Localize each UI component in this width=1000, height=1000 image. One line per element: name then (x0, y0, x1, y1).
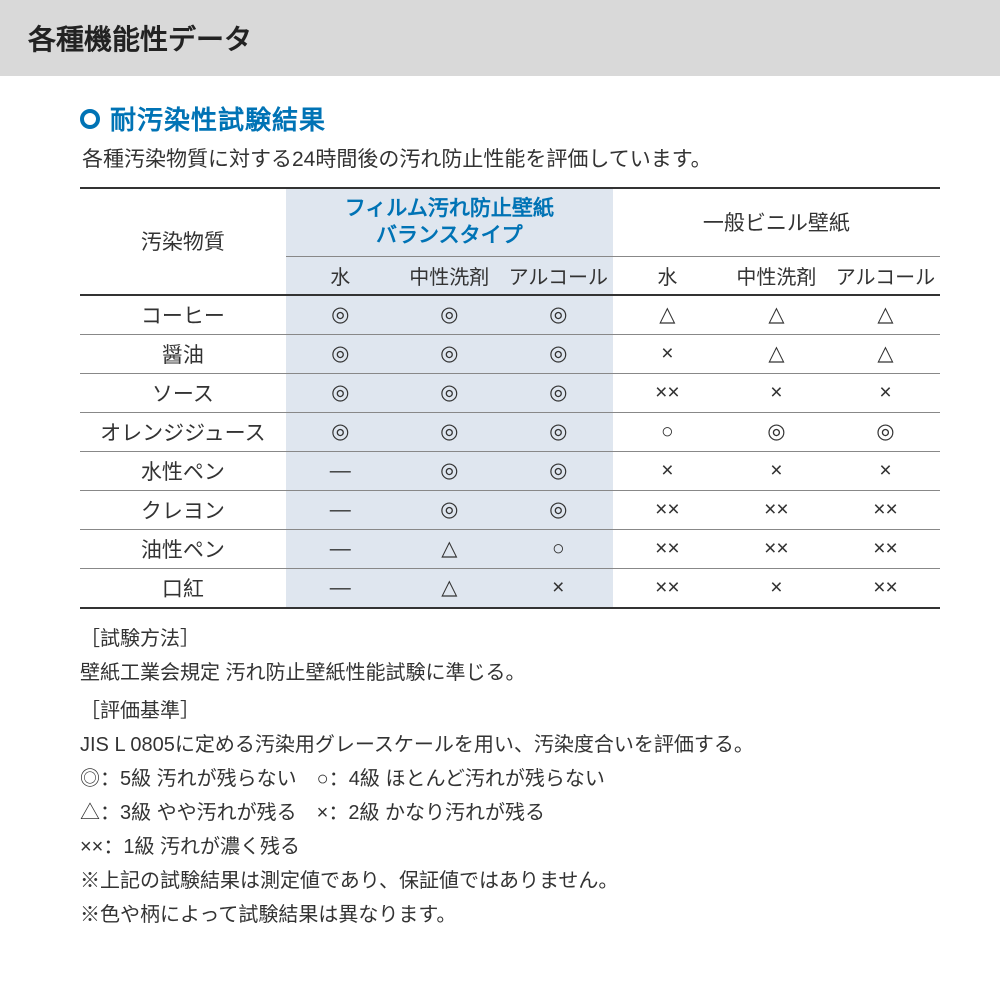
section-subtitle: 耐汚染性試験結果 (80, 100, 940, 137)
table-cell: ◎ (504, 412, 613, 451)
notes-method-text: 壁紙工業会規定 汚れ防止壁紙性能試験に準じる。 (80, 657, 940, 689)
table-row: ソース◎◎◎×××× (80, 373, 940, 412)
circle-bullet-icon (80, 109, 100, 129)
table-cell: △ (722, 295, 831, 335)
header-bar: 各種機能性データ (0, 0, 1000, 76)
table-cell: △ (722, 334, 831, 373)
table-cell: ○ (504, 529, 613, 568)
section-lead: 各種汚染物質に対する24時間後の汚れ防止性能を評価しています。 (82, 143, 940, 173)
page-title: 各種機能性データ (28, 18, 980, 58)
table-subcol: 中性洗剤 (722, 256, 831, 295)
table-cell: ◎ (504, 373, 613, 412)
table-row-label: 水性ペン (80, 451, 286, 490)
table-cell: ◎ (395, 412, 504, 451)
notes-block: ［試験方法］ 壁紙工業会規定 汚れ防止壁紙性能試験に準じる。 ［評価基準］ JI… (80, 623, 940, 931)
table-row: コーヒー◎◎◎△△△ (80, 295, 940, 335)
table-subcol: 水 (613, 256, 722, 295)
table-row: 口紅―△×××××× (80, 568, 940, 608)
table-row-label: クレヨン (80, 490, 286, 529)
table-cell: ◎ (286, 334, 395, 373)
table-subcol: アルコール (504, 256, 613, 295)
table-cell: ×× (613, 373, 722, 412)
table-cell: ― (286, 568, 395, 608)
notes-legend-2: △：3級 やや汚れが残る ×：2級 かなり汚れが残る (80, 797, 940, 829)
table-cell: ×× (613, 529, 722, 568)
table-subcol: 中性洗剤 (395, 256, 504, 295)
table-row: 醤油◎◎◎×△△ (80, 334, 940, 373)
notes-legend-3: ××：1級 汚れが濃く残る (80, 831, 940, 863)
table-corner-label: 汚染物質 (80, 188, 286, 295)
section-title: 耐汚染性試験結果 (110, 100, 326, 137)
table-row: クレヨン―◎◎×××××× (80, 490, 940, 529)
table-cell: ×× (613, 568, 722, 608)
table-row: 油性ペン―△○×××××× (80, 529, 940, 568)
table-subcol: アルコール (831, 256, 940, 295)
table-cell: ◎ (395, 490, 504, 529)
table-row-label: 口紅 (80, 568, 286, 608)
table-body: コーヒー◎◎◎△△△醤油◎◎◎×△△ソース◎◎◎××××オレンジジュース◎◎◎○… (80, 295, 940, 608)
table-cell: × (722, 373, 831, 412)
table-cell: ◎ (395, 373, 504, 412)
table-cell: △ (831, 295, 940, 335)
table-cell: ×× (831, 529, 940, 568)
table-cell: × (613, 451, 722, 490)
table-cell: ◎ (722, 412, 831, 451)
table-row-label: 醤油 (80, 334, 286, 373)
table-subcol: 水 (286, 256, 395, 295)
notes-method-label: ［試験方法］ (80, 623, 940, 655)
table-cell: × (722, 451, 831, 490)
content-area: 耐汚染性試験結果 各種汚染物質に対する24時間後の汚れ防止性能を評価しています。… (0, 76, 1000, 943)
table-row-label: 油性ペン (80, 529, 286, 568)
table-cell: × (613, 334, 722, 373)
table-cell: × (831, 373, 940, 412)
table-group-film-line1: フィルム汚れ防止壁紙 (345, 197, 554, 220)
table-row-label: ソース (80, 373, 286, 412)
table-cell: ×× (831, 490, 940, 529)
table-cell: ◎ (286, 412, 395, 451)
table-cell: ◎ (286, 295, 395, 335)
table-cell: × (504, 568, 613, 608)
table-cell: ◎ (395, 295, 504, 335)
table-row-label: オレンジジュース (80, 412, 286, 451)
table-cell: △ (395, 568, 504, 608)
table-cell: ◎ (504, 295, 613, 335)
notes-criteria-label: ［評価基準］ (80, 695, 940, 727)
table-cell: △ (831, 334, 940, 373)
table-cell: ○ (613, 412, 722, 451)
table-cell: ×× (722, 529, 831, 568)
table-cell: ◎ (504, 490, 613, 529)
table-cell: ×× (722, 490, 831, 529)
stain-resistance-table: 汚染物質 フィルム汚れ防止壁紙 バランスタイプ 一般ビニル壁紙 水 中性洗剤 ア… (80, 187, 940, 609)
table-cell: × (831, 451, 940, 490)
notes-legend-1: ◎：5級 汚れが残らない ○：4級 ほとんど汚れが残らない (80, 763, 940, 795)
notes-criteria-text: JIS L 0805に定める汚染用グレースケールを用い、汚染度合いを評価する。 (80, 729, 940, 761)
table-group-film: フィルム汚れ防止壁紙 バランスタイプ (286, 188, 613, 256)
notes-disclaimer-2: ※色や柄によって試験結果は異なります。 (80, 899, 940, 931)
table-cell: ― (286, 490, 395, 529)
table-row: オレンジジュース◎◎◎○◎◎ (80, 412, 940, 451)
table-cell: × (722, 568, 831, 608)
table-cell: ◎ (395, 334, 504, 373)
table-row: 水性ペン―◎◎××× (80, 451, 940, 490)
table-cell: ◎ (286, 373, 395, 412)
table-cell: ◎ (504, 451, 613, 490)
table-cell: ― (286, 529, 395, 568)
notes-disclaimer-1: ※上記の試験結果は測定値であり、保証値ではありません。 (80, 865, 940, 897)
table-cell: ×× (831, 568, 940, 608)
table-cell: ― (286, 451, 395, 490)
table-cell: ×× (613, 490, 722, 529)
table-cell: ◎ (831, 412, 940, 451)
table-group-general: 一般ビニル壁紙 (613, 188, 940, 256)
table-row-label: コーヒー (80, 295, 286, 335)
table-cell: △ (613, 295, 722, 335)
table-cell: ◎ (395, 451, 504, 490)
table-cell: ◎ (504, 334, 613, 373)
table-group-film-line2: バランスタイプ (376, 224, 523, 247)
table-cell: △ (395, 529, 504, 568)
